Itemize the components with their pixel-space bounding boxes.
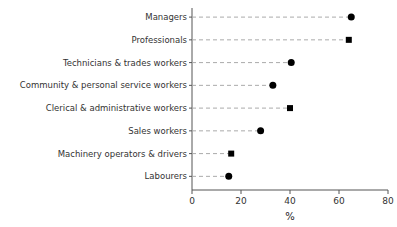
x-tick-label: 20 (235, 196, 247, 206)
marker-square (228, 151, 234, 157)
marker-circle (348, 14, 355, 21)
y-tick (189, 153, 192, 154)
y-tick-label: Community & personal service workers (20, 80, 188, 90)
marker-circle (288, 59, 295, 66)
x-tick (241, 190, 242, 194)
stem (192, 153, 231, 154)
y-tick-label: Machinery operators & drivers (58, 149, 188, 159)
y-tick (189, 176, 192, 177)
marker-circle (225, 173, 232, 180)
y-tick (189, 130, 192, 131)
stem (192, 130, 261, 131)
stem (192, 17, 351, 18)
y-tick-label: Managers (145, 12, 187, 22)
x-axis-label: % (285, 211, 295, 222)
y-tick (189, 85, 192, 86)
y-axis-line (192, 8, 193, 190)
stem (192, 62, 291, 63)
y-tick (189, 39, 192, 40)
x-tick-label: 40 (284, 196, 296, 206)
x-tick (339, 190, 340, 194)
chart-container: 0 20 40 60 80% Labourers Machinery operators &… (0, 0, 397, 227)
x-tick (192, 190, 193, 194)
stem (192, 108, 290, 109)
x-tick (388, 190, 389, 194)
x-tick-label: 0 (189, 196, 195, 206)
x-tick-label: 80 (382, 196, 394, 206)
marker-circle (257, 127, 264, 134)
marker-square (346, 37, 352, 43)
marker-square (287, 105, 293, 111)
stem (192, 85, 273, 86)
x-tick (290, 190, 291, 194)
plot-marks (192, 14, 355, 180)
y-tick-label: Clerical & administrative workers (46, 103, 188, 113)
y-tick-label: Labourers (145, 171, 188, 181)
marker-circle (269, 82, 276, 89)
y-tick-label: Sales workers (128, 126, 187, 136)
y-tick (189, 108, 192, 109)
y-tick-label: Professionals (131, 35, 187, 45)
stem (192, 39, 349, 40)
chart: 0 20 40 60 80% Labourers Machinery operators &… (0, 0, 397, 227)
y-tick-label: Technicians & trades workers (62, 58, 188, 68)
y-tick (189, 62, 192, 63)
stem (192, 176, 229, 177)
y-tick (189, 17, 192, 18)
x-tick-label: 60 (333, 196, 345, 206)
